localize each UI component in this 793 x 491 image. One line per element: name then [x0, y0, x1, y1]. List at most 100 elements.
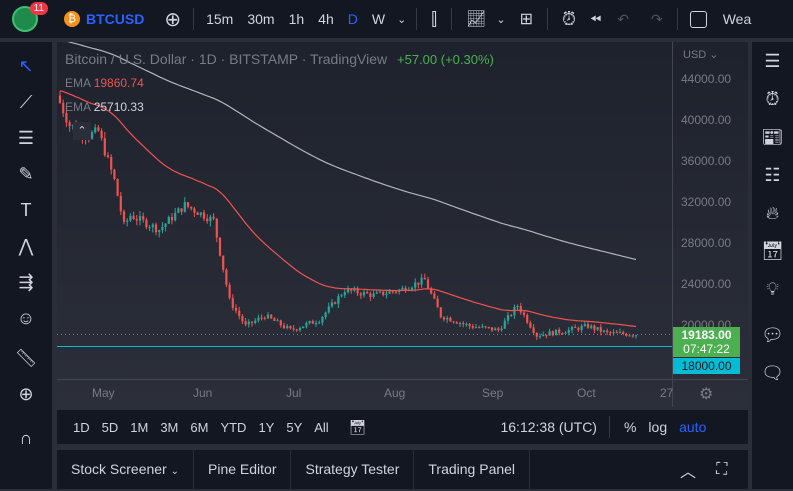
interval-4h[interactable]: 4h	[318, 11, 334, 27]
range-5d[interactable]: 5D	[101, 419, 119, 435]
ema-legend-1[interactable]: EMA 19860.74	[65, 76, 144, 90]
trend-line-icon[interactable]: ⟋	[19, 92, 33, 112]
interval-dropdown-chevron-icon[interactable]: ⌄	[397, 13, 407, 26]
interval-30m[interactable]: 30m	[247, 11, 275, 27]
candle-body	[164, 223, 167, 227]
fib-retracement-icon[interactable]: ☰	[17, 128, 35, 148]
candle-body	[238, 310, 241, 316]
percent-scale-toggle[interactable]: %	[623, 419, 637, 435]
candle-body	[266, 314, 270, 319]
candle-body	[305, 323, 308, 327]
chats-icon[interactable]: 💬︎	[761, 325, 784, 345]
candle-body	[612, 332, 615, 334]
interval-1h[interactable]: 1h	[288, 11, 305, 27]
candle-body	[100, 130, 103, 139]
ideas-lightbulb-icon[interactable]: 💡︎	[766, 279, 779, 299]
magnet-icon[interactable]: ∩	[19, 428, 33, 448]
candle-body	[449, 317, 452, 322]
collapse-legend-icon[interactable]: ⌃	[73, 122, 91, 140]
candle-body	[334, 302, 337, 304]
candle-body	[254, 320, 257, 323]
brush-icon[interactable]: ✎	[18, 164, 34, 184]
time-tick: Sep	[482, 386, 504, 400]
text-tool-icon[interactable]: T	[20, 200, 32, 220]
tab-pine-editor[interactable]: Pine Editor	[194, 450, 292, 489]
data-window-icon[interactable]: ☷	[764, 165, 781, 185]
news-icon[interactable]: 📰︎	[761, 127, 784, 147]
fullscreen-checkbox-icon[interactable]	[689, 10, 707, 28]
currency-selector[interactable]: USD ⌄	[683, 49, 719, 61]
range-6m[interactable]: 6M	[190, 419, 209, 435]
zoom-in-icon[interactable]: ⊕	[18, 384, 34, 404]
candle-body	[593, 325, 596, 330]
messages-icon[interactable]: 🗨︎	[761, 363, 784, 383]
go-to-date-icon[interactable]: 📅︎	[348, 418, 367, 435]
range-ytd[interactable]: YTD	[220, 419, 247, 435]
candle-body	[519, 306, 522, 313]
candle-body	[503, 320, 506, 329]
candle-body	[353, 288, 356, 291]
range-all[interactable]: All	[314, 419, 329, 435]
candle-body	[465, 323, 468, 325]
candle-body	[145, 219, 148, 228]
range-1d[interactable]: 1D	[73, 419, 90, 435]
price-chart[interactable]	[57, 42, 748, 407]
watchlist-button[interactable]: Wea	[722, 11, 752, 27]
candle-body	[359, 293, 362, 296]
watchlist-icon[interactable]: ☰	[764, 51, 781, 71]
user-avatar[interactable]: 11	[12, 2, 48, 32]
pattern-icon[interactable]: ⋀	[18, 236, 34, 256]
candle-body	[442, 317, 446, 320]
candle-body	[484, 326, 487, 328]
undo-icon[interactable]: ↶	[617, 10, 629, 27]
range-5y[interactable]: 5Y	[286, 419, 303, 435]
candle-body	[618, 332, 622, 334]
candle-body	[417, 282, 420, 285]
candle-body	[202, 212, 206, 219]
timezone-clock[interactable]: 16:12:38 (UTC)	[500, 419, 597, 435]
range-1y[interactable]: 1Y	[258, 419, 275, 435]
ema-50-line	[59, 90, 637, 328]
hotlists-fire-icon[interactable]: 🔥︎	[765, 203, 780, 223]
compare-add-icon[interactable]: ⊕	[164, 8, 182, 31]
candles-chart-type-icon[interactable]: ⫿	[431, 8, 438, 29]
cursor-icon[interactable]: ↖	[18, 56, 34, 76]
candle-body	[183, 202, 186, 212]
tab-strategy-tester[interactable]: Strategy Tester	[291, 450, 415, 489]
maximize-panel-icon[interactable]: ⛶	[716, 460, 728, 478]
calendar-icon[interactable]: 📅︎	[761, 241, 784, 261]
indicators-chevron-icon[interactable]: ⌄	[496, 13, 506, 26]
candle-body	[414, 282, 417, 288]
alert-clock-icon[interactable]: ⏰︎	[562, 8, 577, 29]
candle-body	[234, 307, 238, 311]
log-scale-toggle[interactable]: log	[648, 419, 668, 435]
range-3m[interactable]: 3M	[160, 419, 179, 435]
alerts-icon[interactable]: ⏰︎	[765, 89, 780, 109]
interval-D[interactable]: D	[347, 11, 358, 27]
tab-stock-screener[interactable]: Stock Screener ⌄	[57, 450, 194, 489]
indicators-icon[interactable]: 📈︎	[466, 11, 487, 28]
symbol-search[interactable]: BTCUSD	[86, 11, 145, 27]
candle-body	[228, 284, 231, 298]
candle-body	[193, 208, 196, 213]
expand-panel-icon[interactable]: ︿	[680, 463, 697, 481]
ema-legend-2[interactable]: EMA 25710.33	[65, 100, 144, 114]
range-1m[interactable]: 1M	[130, 419, 149, 435]
interval-W[interactable]: W	[371, 11, 386, 27]
emoji-icon[interactable]: ☺	[16, 308, 36, 328]
candle-body	[167, 217, 170, 224]
prediction-icon[interactable]: ⇶	[18, 272, 34, 292]
layout-grid-icon[interactable]: ⊞	[519, 11, 533, 28]
replay-icon[interactable]: ⏪︎	[590, 10, 602, 27]
candle-body	[378, 291, 382, 293]
redo-icon[interactable]: ↷	[650, 10, 663, 27]
chart-pane[interactable]: Bitcoin / U.S. Dollar · 1D · BITSTAMP · …	[57, 42, 748, 407]
auto-scale-toggle[interactable]: auto	[679, 419, 707, 435]
candle-body	[119, 195, 122, 212]
candle-body	[132, 215, 135, 220]
settings-gear-icon[interactable]: ⚙	[699, 386, 714, 403]
ruler-icon[interactable]: 📏︎	[14, 348, 38, 368]
tab-trading-panel[interactable]: Trading Panel	[414, 450, 531, 489]
interval-15m[interactable]: 15m	[206, 11, 234, 27]
candle-body	[90, 132, 94, 139]
